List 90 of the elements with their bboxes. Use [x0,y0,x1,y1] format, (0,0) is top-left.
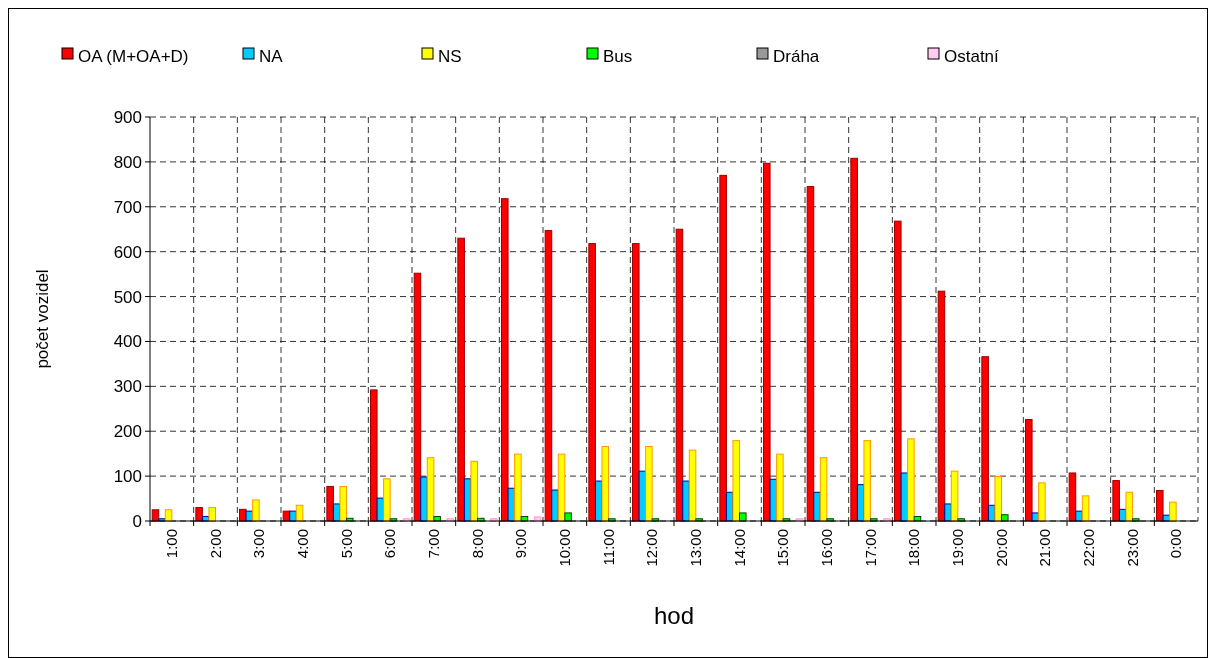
y-tick-label: 900 [113,107,142,127]
bar [557,453,566,522]
bar [413,272,422,522]
y-tick-label: 500 [113,287,142,307]
bar [806,186,815,522]
bar [195,507,203,522]
bar [863,440,871,522]
y-tick-label: 200 [113,422,142,442]
bar [719,174,727,522]
y-tick-label: 600 [113,242,142,262]
bar [937,290,946,522]
x-tick-label: 9:00 [512,529,530,559]
x-tick-label: 14:00 [730,529,748,567]
bar [675,228,684,522]
y-tick-label: 300 [113,377,142,397]
bar [383,478,391,522]
bar [688,449,697,522]
bar [900,472,909,522]
x-tick-label: 15:00 [774,529,792,567]
y-tick-label: 0 [132,511,142,531]
legend-label: Ostatní [944,46,1000,66]
x-tick-label: 21:00 [1036,529,1054,567]
bar [1156,489,1164,522]
x-tick-label: 4:00 [294,529,312,559]
bar [981,356,989,522]
bar [420,476,428,522]
x-tick-label: 17:00 [861,529,879,567]
bar [632,243,640,522]
bar [1169,501,1177,522]
y-tick-label: 800 [113,152,142,172]
x-tick-label: 5:00 [337,529,355,559]
legend-label: Bus [603,46,633,66]
bar [819,457,828,522]
x-tick-label: 22:00 [1080,529,1098,567]
bar [1125,491,1133,522]
bar [457,237,465,522]
bar [564,512,572,522]
x-tick-label: 0:00 [1167,529,1185,559]
y-tick-label: 400 [113,332,142,352]
bar [682,480,690,522]
bar [763,162,771,522]
bar [1112,480,1120,522]
legend-label: OA (M+OA+D) [78,46,189,66]
x-tick-label: 2:00 [206,529,224,559]
x-tick-label: 3:00 [250,529,268,559]
bar [638,470,647,522]
bar [514,453,522,522]
bar [732,440,740,522]
bar [326,485,334,522]
x-tick-label: 11:00 [599,529,617,566]
y-tick-label: 100 [113,467,142,487]
x-tick-label: 19:00 [949,529,967,567]
x-axis-title: hod [653,602,695,629]
bar [588,243,596,522]
x-tick-label: 20:00 [992,529,1010,567]
bar [470,460,478,522]
bar [907,438,915,522]
x-tick-label: 16:00 [818,529,836,567]
bar [1025,419,1033,522]
y-tick-label: 700 [113,197,142,217]
x-tick-label: 6:00 [381,529,399,559]
bar [501,198,509,522]
x-tick-label: 1:00 [163,529,181,559]
bar [376,497,385,522]
bar [776,453,784,522]
x-tick-label: 12:00 [643,529,661,567]
bar [739,512,747,522]
bar [645,445,653,522]
bar [601,445,609,522]
bar [426,457,435,522]
x-tick-label: 7:00 [425,529,443,559]
y-axis-title: počet vozidel [33,269,52,369]
x-tick-label: 18:00 [905,529,923,567]
bar [339,485,347,522]
x-tick-label: 13:00 [687,529,705,567]
legend-label: NA [259,46,284,66]
x-tick-label: 23:00 [1123,529,1141,567]
legend-label: Dráha [773,46,820,66]
bar [994,476,1002,522]
bar [252,499,260,522]
legend-label: NS [438,46,462,66]
x-tick-label: 8:00 [468,529,486,559]
bar [850,157,858,522]
bar [208,507,216,522]
bar [551,489,559,522]
bar [544,230,553,522]
bar [894,220,902,522]
x-tick-label: 10:00 [556,529,574,567]
bar [1038,482,1046,522]
bar [370,389,378,522]
